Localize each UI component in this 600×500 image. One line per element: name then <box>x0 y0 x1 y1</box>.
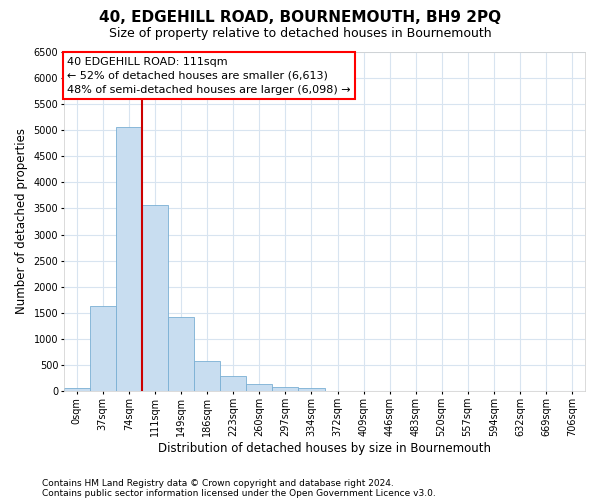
Y-axis label: Number of detached properties: Number of detached properties <box>15 128 28 314</box>
Bar <box>169 317 194 392</box>
Bar <box>64 388 90 392</box>
Bar <box>272 386 298 392</box>
Bar <box>194 361 220 392</box>
Bar <box>116 128 142 392</box>
Bar <box>298 388 325 392</box>
Bar <box>220 376 246 392</box>
Bar <box>90 306 116 392</box>
X-axis label: Distribution of detached houses by size in Bournemouth: Distribution of detached houses by size … <box>158 442 491 455</box>
Text: 40 EDGEHILL ROAD: 111sqm
← 52% of detached houses are smaller (6,613)
48% of sem: 40 EDGEHILL ROAD: 111sqm ← 52% of detach… <box>67 56 351 94</box>
Bar <box>246 384 272 392</box>
Bar <box>142 204 169 392</box>
Bar <box>325 391 351 392</box>
Text: Contains HM Land Registry data © Crown copyright and database right 2024.: Contains HM Land Registry data © Crown c… <box>42 478 394 488</box>
Text: Contains public sector information licensed under the Open Government Licence v3: Contains public sector information licen… <box>42 488 436 498</box>
Text: Size of property relative to detached houses in Bournemouth: Size of property relative to detached ho… <box>109 28 491 40</box>
Text: 40, EDGEHILL ROAD, BOURNEMOUTH, BH9 2PQ: 40, EDGEHILL ROAD, BOURNEMOUTH, BH9 2PQ <box>99 10 501 25</box>
